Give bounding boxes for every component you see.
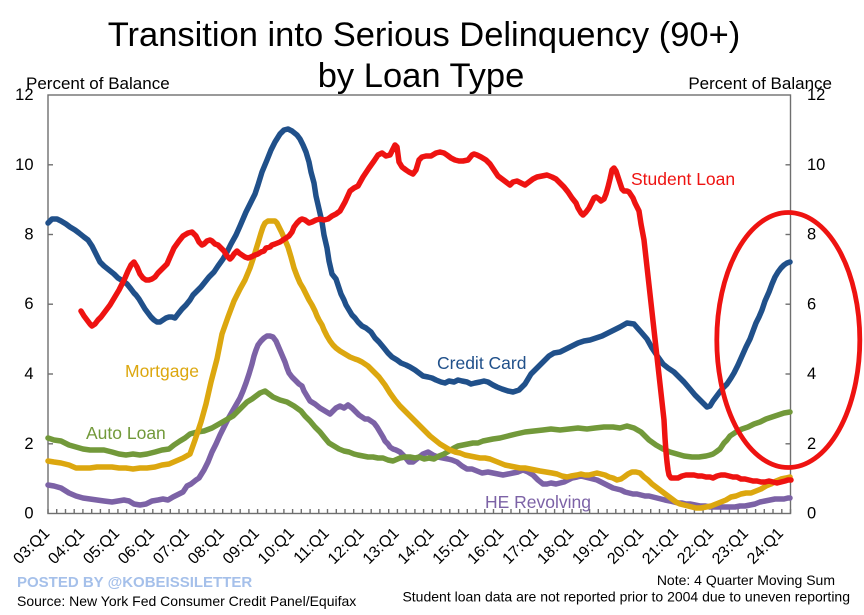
- svg-text:Auto Loan: Auto Loan: [86, 423, 166, 443]
- svg-text:Student loan data are not repo: Student loan data are not reported prior…: [402, 589, 850, 605]
- svg-text:Student Loan: Student Loan: [631, 169, 735, 189]
- svg-text:Percent of Balance: Percent of Balance: [26, 74, 170, 93]
- svg-text:10: 10: [807, 156, 825, 174]
- svg-text:0: 0: [24, 505, 33, 523]
- svg-text:Note: 4 Quarter Moving Sum: Note: 4 Quarter Moving Sum: [657, 572, 835, 588]
- svg-text:12: 12: [15, 86, 33, 104]
- svg-text:8: 8: [807, 226, 816, 244]
- svg-text:Credit Card: Credit Card: [437, 353, 526, 373]
- svg-text:8: 8: [24, 226, 33, 244]
- svg-text:2: 2: [24, 435, 33, 453]
- svg-text:Transition into Serious Delinq: Transition into Serious Delinquency (90+…: [108, 16, 741, 54]
- svg-text:12: 12: [807, 86, 825, 104]
- svg-text:Percent of Balance: Percent of Balance: [688, 74, 832, 93]
- svg-text:HE Revolving: HE Revolving: [485, 492, 591, 512]
- svg-text:6: 6: [807, 295, 816, 313]
- svg-text:Source: New York Fed Consumer: Source: New York Fed Consumer Credit Pan…: [17, 593, 356, 609]
- svg-text:2: 2: [807, 435, 816, 453]
- svg-text:0: 0: [807, 505, 816, 523]
- svg-text:4: 4: [807, 365, 816, 383]
- svg-text:POSTED BY @KOBEISSILETTER: POSTED BY @KOBEISSILETTER: [17, 574, 252, 591]
- svg-text:6: 6: [24, 295, 33, 313]
- svg-text:4: 4: [24, 365, 33, 383]
- svg-text:10: 10: [15, 156, 33, 174]
- svg-text:Mortgage: Mortgage: [125, 361, 199, 381]
- svg-text:by Loan Type: by Loan Type: [318, 57, 525, 95]
